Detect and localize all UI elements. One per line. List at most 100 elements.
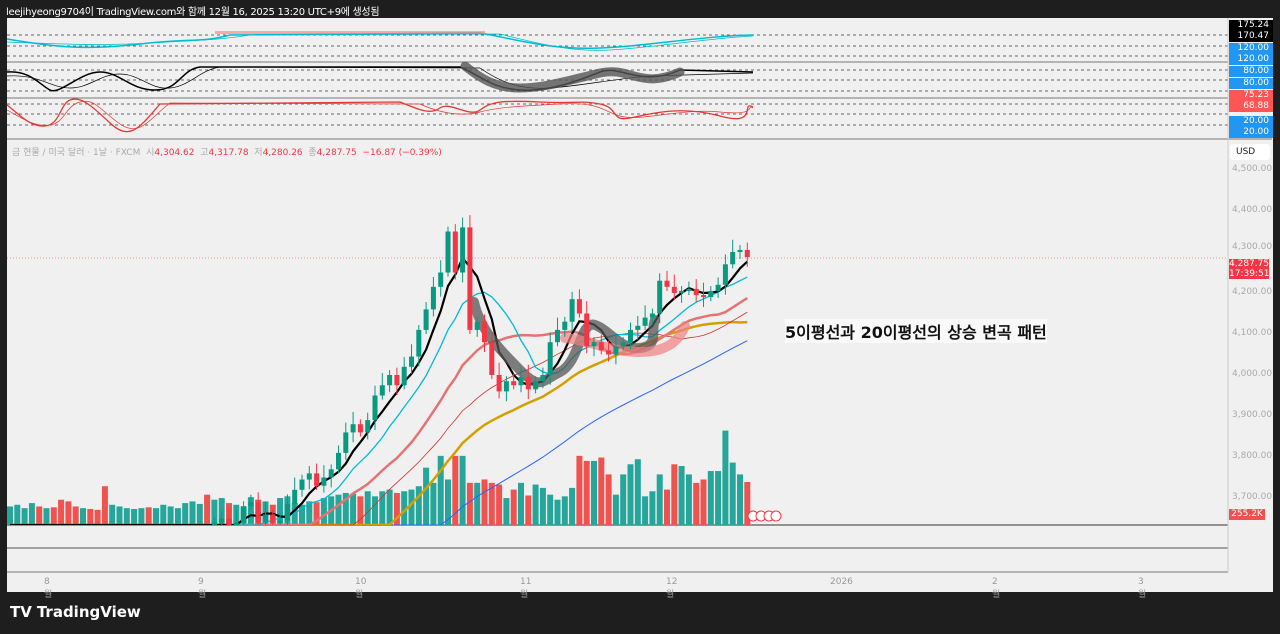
ma10-line	[10, 276, 748, 525]
volume-bar	[715, 471, 722, 525]
volume-bar	[386, 489, 393, 525]
candle	[584, 301, 590, 354]
chart-annotation[interactable]: 5이평선과 20이평선의 상승 변곡 패턴	[785, 319, 1047, 343]
candle-body	[701, 295, 706, 298]
candle	[649, 308, 655, 325]
time-tick: 2026	[830, 577, 853, 587]
volume-bar	[131, 508, 138, 525]
candle-body	[664, 280, 670, 287]
candle-body	[562, 321, 568, 330]
candle	[635, 315, 641, 340]
candle-body	[606, 350, 612, 355]
candle-body	[496, 375, 502, 392]
volume-bar	[729, 462, 736, 525]
osc-label: 80.00	[1229, 66, 1273, 77]
volume-bar	[80, 508, 86, 525]
candle	[394, 367, 400, 396]
candle-body	[569, 299, 575, 322]
candle-body	[416, 329, 422, 357]
volume-bar	[101, 486, 108, 525]
osc-label: 120.00	[1229, 43, 1273, 54]
candle	[372, 385, 378, 430]
price-tick: 3,700.00	[1232, 492, 1273, 502]
candle	[598, 334, 604, 355]
candle	[379, 372, 385, 400]
candle	[336, 445, 341, 474]
candle	[642, 305, 648, 330]
candlesticks	[211, 215, 750, 525]
volume-bar	[72, 506, 79, 525]
volume-bar	[700, 479, 707, 525]
volume-bar	[7, 506, 13, 525]
candle	[438, 260, 444, 297]
volume-bar	[539, 487, 546, 525]
candle-body	[576, 299, 582, 314]
candle-body	[423, 309, 429, 330]
volume-bar	[123, 508, 130, 525]
candle-body	[518, 377, 524, 386]
candle	[343, 422, 349, 460]
high-value: 4,317.78	[208, 148, 249, 158]
candle	[562, 316, 568, 337]
volume-bar	[474, 482, 481, 525]
volume-bar	[634, 459, 641, 525]
tradingview-logo: TV TradingView	[10, 602, 141, 622]
ma120-line	[10, 340, 748, 525]
candle-body	[270, 514, 276, 523]
currency-button[interactable]: USD	[1230, 144, 1270, 160]
candle	[277, 513, 283, 525]
window-title: leejihyeong9704이 TradingView.com와 함께 12월…	[6, 7, 380, 18]
volume-bar	[445, 479, 451, 525]
candle-body	[306, 473, 312, 480]
candle	[299, 474, 305, 497]
candle	[613, 334, 619, 365]
volume-bar	[174, 508, 181, 525]
event-icons[interactable]	[747, 510, 782, 522]
volume-bar	[211, 499, 218, 525]
candle	[525, 364, 531, 400]
volume-bar	[685, 474, 692, 525]
osc-label: 80.00	[1229, 78, 1273, 89]
candle	[350, 411, 356, 443]
candle-body	[343, 432, 349, 453]
symbol-name[interactable]: 금 현물 / 미국 달러 · 1날 · FXCM	[12, 148, 141, 158]
price-tick: 4,000.00	[1232, 369, 1273, 379]
volume-bar	[109, 504, 116, 525]
volume-bar	[379, 491, 386, 525]
candle-body	[226, 518, 232, 525]
candle-body	[263, 514, 268, 523]
candle	[401, 356, 407, 390]
candle-body	[555, 329, 560, 343]
candle	[416, 324, 422, 367]
candle-body	[292, 489, 298, 505]
candle	[540, 367, 546, 389]
candle	[708, 286, 714, 302]
candle	[679, 286, 685, 303]
time-tick: 11월	[520, 577, 532, 600]
candle-body	[620, 342, 626, 347]
candle	[606, 340, 612, 362]
volume-bar	[196, 503, 203, 525]
time-tick: 8월	[44, 577, 53, 600]
volume-bar	[459, 455, 466, 525]
volume-bar	[415, 486, 422, 525]
volume-bar	[299, 504, 305, 525]
time-tick: 2월	[992, 577, 1001, 600]
candle	[693, 279, 699, 303]
candle-body	[211, 522, 217, 525]
osc-label: 170.47	[1229, 31, 1273, 42]
volume-bar	[247, 497, 254, 525]
volume-bar	[437, 455, 444, 525]
candle	[496, 362, 502, 399]
price-tick: 3,800.00	[1232, 451, 1273, 461]
osc-levels	[7, 34, 1228, 126]
volume-bar	[335, 494, 342, 525]
candle	[241, 501, 247, 525]
volume-bar	[393, 492, 400, 525]
candle-body	[722, 264, 728, 285]
candle	[737, 245, 743, 259]
volume-bar	[481, 479, 488, 525]
open-value: 4,304.62	[154, 148, 195, 158]
candle	[460, 217, 466, 283]
